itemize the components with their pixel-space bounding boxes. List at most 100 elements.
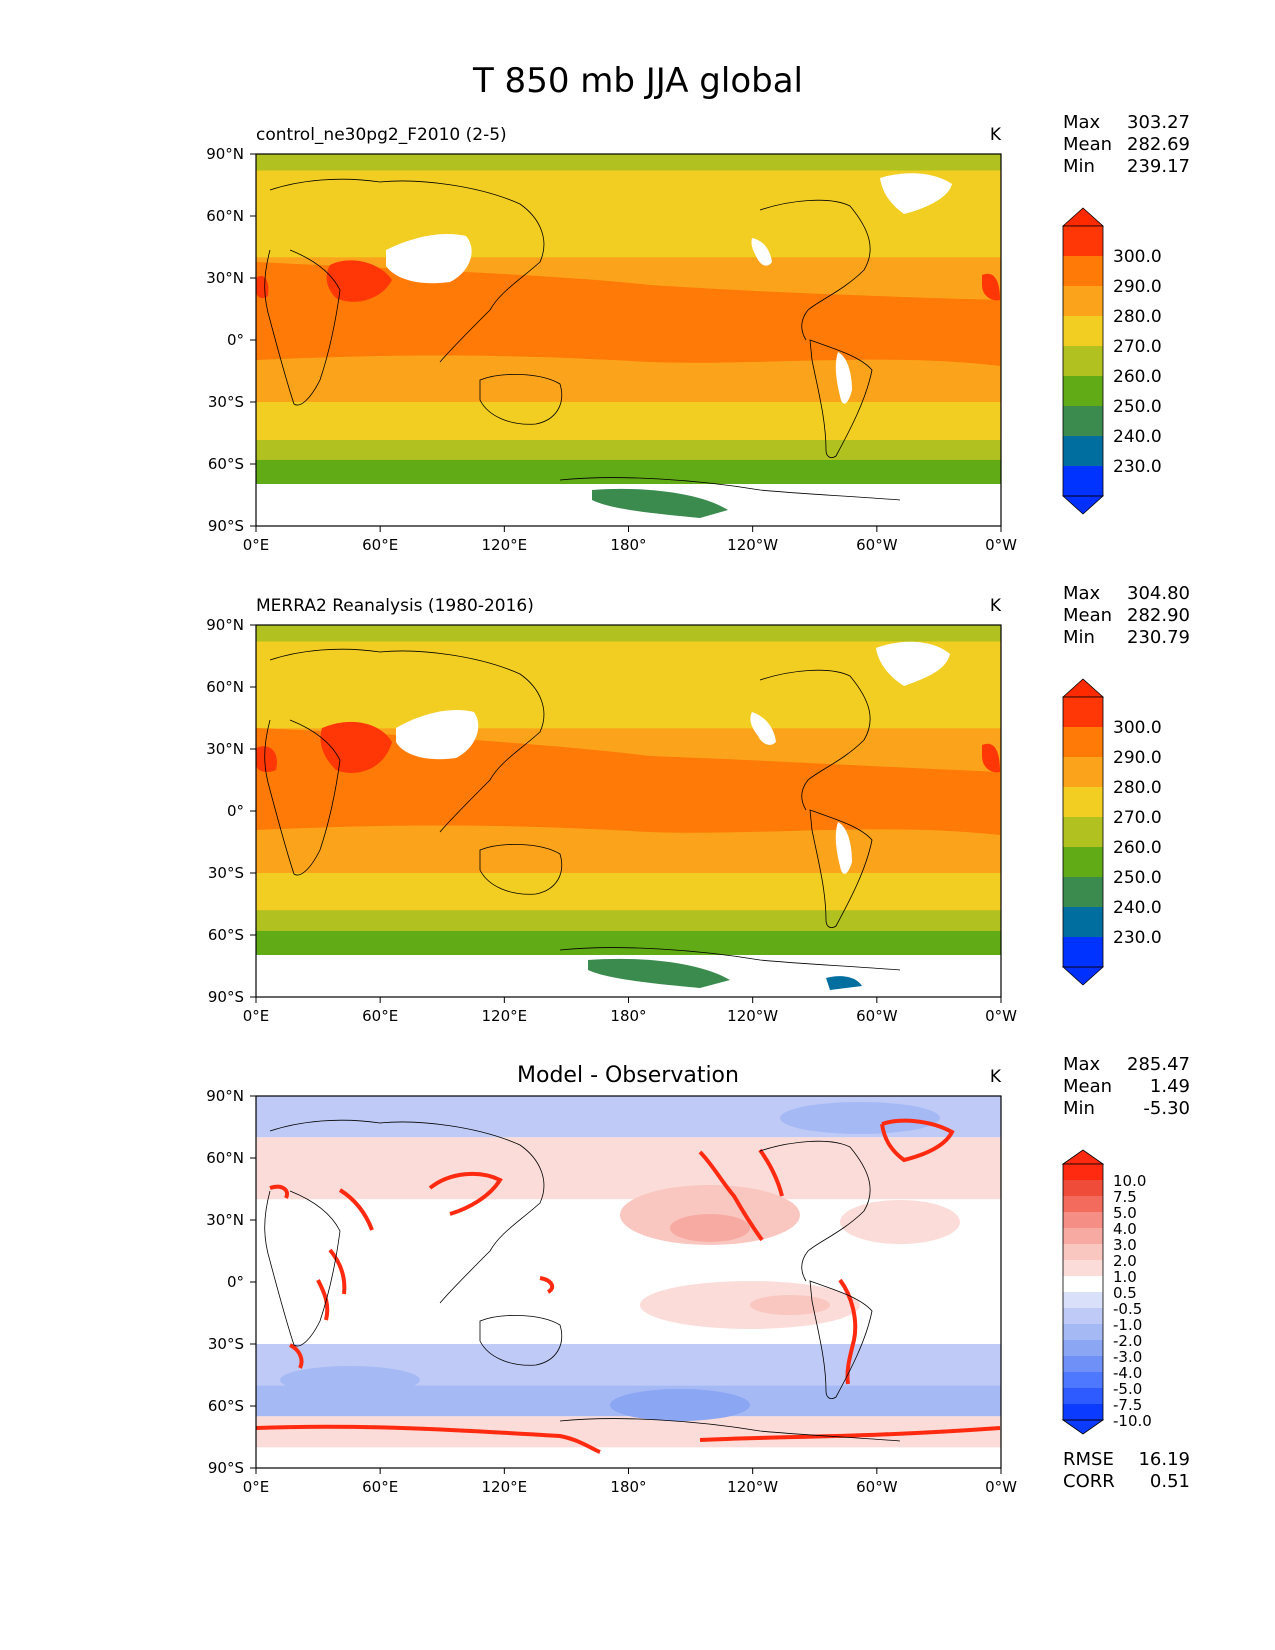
stat-label-min: Min xyxy=(1063,1098,1095,1119)
colorbar-segment xyxy=(1063,1308,1103,1324)
stat-value-min: -5.30 xyxy=(1143,1098,1190,1119)
colorbar-segment xyxy=(1063,847,1103,877)
colorbar-tick-label: -4.0 xyxy=(1113,1364,1142,1382)
field-band-1 xyxy=(256,641,1001,729)
colorbar-segment xyxy=(1063,1260,1103,1276)
panel-units-observation: K xyxy=(990,596,1002,616)
colorbar-model: 300.0 290.0 280.0 270.0 260.0 250.0 240.0 230.0 xyxy=(1061,207,1162,515)
colorbar-observation: 300.0 290.0 280.0 270.0 260.0 250.0 240.0 230.0 xyxy=(1061,678,1162,986)
figure-title: T 850 mb JJA global xyxy=(472,61,803,101)
tibet-mask-model xyxy=(386,233,472,284)
colorbar-tick-label: 230.0 xyxy=(1113,457,1162,477)
colorbar-tick-label: 0.5 xyxy=(1113,1284,1137,1302)
field-band-1 xyxy=(256,170,1001,258)
panel-title-left-model: control_ne30pg2_F2010 (2-5) xyxy=(256,125,507,145)
andes-mask-model xyxy=(835,352,852,404)
colorbar-segment xyxy=(1063,697,1103,727)
plot-area-model xyxy=(256,154,1001,526)
colorbar-tick-label: -5.0 xyxy=(1113,1380,1142,1398)
cool-region-south-indian xyxy=(256,420,1000,440)
colorbar-tick-label: 4.0 xyxy=(1113,1220,1137,1238)
x-tick-label: 180° xyxy=(610,536,646,554)
x-tick-label: 120°E xyxy=(482,1007,528,1025)
stat-label-mean: Mean xyxy=(1063,134,1112,155)
x-tick-label: 0°W xyxy=(985,536,1017,554)
colorbar-segment xyxy=(1063,1244,1103,1260)
antarctica-interior-model xyxy=(592,488,728,518)
hot-region-arabia xyxy=(326,260,392,302)
x-tick-label: 60°E xyxy=(362,1478,398,1496)
colorbar-segment xyxy=(1063,1228,1103,1244)
hot-region-arabia-obs xyxy=(320,721,392,773)
colorbar-tick-label: 300.0 xyxy=(1113,247,1162,267)
colorbar-over-triangle xyxy=(1061,1149,1105,1165)
colorbar-over-triangle xyxy=(1061,678,1105,698)
colorbar-segment xyxy=(1063,406,1103,436)
continent-outlines-diff xyxy=(264,1119,901,1442)
x-tick-label: 120°E xyxy=(482,536,528,554)
colorbar-tick-label: 280.0 xyxy=(1113,307,1162,327)
y-tick-label: 30°N xyxy=(206,740,244,758)
colorbar-segment xyxy=(1063,286,1103,316)
colorbar-segment xyxy=(1063,787,1103,817)
rockies-mask-obs xyxy=(750,712,776,745)
colorbar-segment xyxy=(1063,316,1103,346)
colorbar-segment xyxy=(1063,1388,1103,1404)
greenland-mask-model xyxy=(880,173,952,214)
field-band-7 xyxy=(256,459,1001,489)
panel-title-center-difference: Model - Observation xyxy=(517,1063,739,1088)
y-axis-model: 90°N 60°N 30°N 0° 30°S 60°S 90°S xyxy=(206,145,256,535)
x-axis-observation: 0°E 60°E 120°E 180° 120°W 60°W 0°W xyxy=(243,997,1017,1025)
colorbar-segment xyxy=(1063,757,1103,787)
stats-difference: Max 285.47 Mean 1.49 Min -5.30 xyxy=(1063,1054,1190,1119)
colorbar-segment xyxy=(1063,817,1103,847)
colorbar-segment xyxy=(1063,1292,1103,1308)
field-band-3 xyxy=(256,1240,1001,1303)
colorbar-segment xyxy=(1063,256,1103,286)
y-tick-label: 60°S xyxy=(208,1397,244,1415)
x-tick-label: 0°E xyxy=(243,536,270,554)
cold-anomaly-arctic xyxy=(780,1102,940,1134)
warm-anomaly-atlantic xyxy=(840,1200,960,1244)
colorbar-segment xyxy=(1063,226,1103,256)
colorbar-frame xyxy=(1062,696,1104,968)
plot-area-difference xyxy=(256,1096,1001,1468)
x-tick-label: 120°W xyxy=(727,536,778,554)
y-tick-label: 30°S xyxy=(208,1335,244,1353)
y-tick-label: 0° xyxy=(227,331,244,349)
stats-observation: Max 304.80 Mean 282.90 Min 230.79 xyxy=(1063,583,1190,648)
x-axis-model: 0°E 60°E 120°E 180° 120°W 60°W 0°W xyxy=(243,526,1017,554)
colorbar-tick-label: 10.0 xyxy=(1113,1172,1146,1190)
x-tick-label: 180° xyxy=(610,1478,646,1496)
y-tick-label: 90°S xyxy=(208,988,244,1006)
colorbar-segment xyxy=(1063,1196,1103,1212)
stat-label-max: Max xyxy=(1063,1054,1101,1075)
colorbar-segment xyxy=(1063,1356,1103,1372)
colorbar-tick-label: 7.5 xyxy=(1113,1188,1137,1206)
colorbar-tick-label: 240.0 xyxy=(1113,898,1162,918)
y-tick-label: 0° xyxy=(227,1273,244,1291)
colorbar-tick-label: 230.0 xyxy=(1113,928,1162,948)
stat-label-min: Min xyxy=(1063,156,1095,177)
colorbar-segment xyxy=(1063,466,1103,496)
colorbar-tick-label: 260.0 xyxy=(1113,367,1162,387)
extra-stat-value-corr: 0.51 xyxy=(1150,1471,1190,1492)
stat-value-mean: 282.90 xyxy=(1127,605,1190,626)
y-axis-observation: 90°N 60°N 30°N 0° 30°S 60°S 90°S xyxy=(206,616,256,1006)
colorbar-difference: 10.07.55.04.03.02.01.00.5-0.5-1.0-2.0-3.… xyxy=(1061,1149,1152,1435)
x-tick-label: 60°W xyxy=(856,1478,898,1496)
andes-mask-obs xyxy=(835,822,852,874)
field-band-5 xyxy=(256,873,1001,911)
warm-region-equatorial xyxy=(256,262,1000,366)
colorbar-tick-label: -1.0 xyxy=(1113,1316,1142,1334)
colorbar-tick-label: -3.0 xyxy=(1113,1348,1142,1366)
colorbar-segment xyxy=(1063,1212,1103,1228)
colorbar-segment xyxy=(1063,1164,1103,1180)
panel-units-difference: K xyxy=(990,1067,1002,1087)
stat-label-mean: Mean xyxy=(1063,1076,1112,1097)
stat-label-min: Min xyxy=(1063,627,1095,648)
field-band-7 xyxy=(256,930,1001,960)
colorbar-segment xyxy=(1063,376,1103,406)
stat-value-max: 304.80 xyxy=(1127,583,1190,604)
stat-label-max: Max xyxy=(1063,583,1101,604)
